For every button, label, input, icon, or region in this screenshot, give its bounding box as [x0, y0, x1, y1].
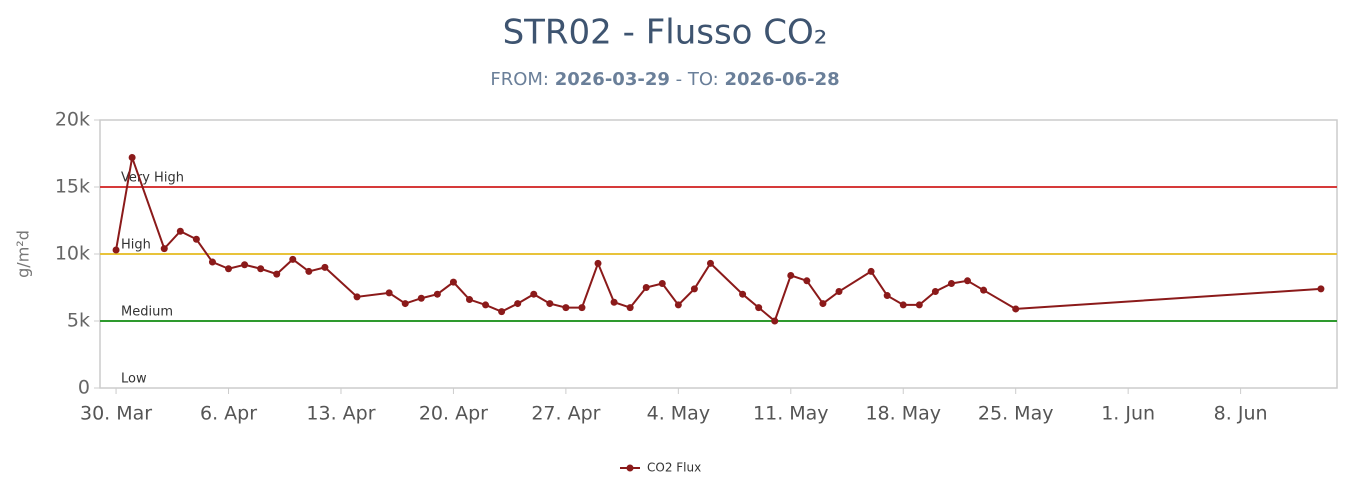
- legend-marker: [626, 464, 634, 472]
- point: [128, 154, 136, 162]
- y-tick-label: 20k: [55, 109, 90, 131]
- point: [353, 293, 361, 301]
- chart-subtitle: FROM: 2026-03-29 - TO: 2026-06-28: [490, 69, 839, 90]
- point: [257, 265, 265, 273]
- chart-title: STR02 - Flusso CO₂: [503, 13, 828, 53]
- point: [658, 279, 666, 287]
- point: [755, 304, 763, 312]
- point: [739, 290, 747, 298]
- point: [803, 277, 811, 285]
- point: [642, 284, 650, 291]
- point: [947, 279, 955, 287]
- x-tick-label: 1. Jun: [1101, 403, 1155, 425]
- point: [241, 261, 249, 269]
- threshold-label: Medium: [121, 305, 173, 320]
- x-tick-label: 27. Apr: [531, 403, 600, 425]
- point: [578, 304, 586, 312]
- point: [305, 267, 313, 275]
- x-tick-label: 18. May: [865, 403, 941, 425]
- point: [112, 246, 120, 254]
- threshold-label: Low: [121, 372, 147, 387]
- x-tick-label: 25. May: [978, 403, 1054, 425]
- point: [514, 300, 522, 308]
- x-tick-label: 13. Apr: [306, 403, 375, 425]
- series-line: [115, 153, 1322, 323]
- point: [433, 290, 441, 298]
- point: [980, 286, 988, 294]
- point: [1012, 305, 1020, 313]
- point: [208, 258, 216, 266]
- point: [1317, 285, 1325, 293]
- point: [690, 285, 698, 293]
- y-tick-label: 0: [78, 377, 90, 399]
- y-axis-title: g/m²d: [14, 230, 33, 278]
- y-tick-label: 5k: [67, 310, 90, 332]
- point: [498, 308, 506, 316]
- point: [931, 288, 939, 296]
- point: [626, 304, 634, 312]
- point: [964, 277, 972, 285]
- point: [883, 292, 891, 300]
- point: [289, 255, 297, 263]
- point: [819, 300, 827, 308]
- point: [706, 259, 714, 267]
- point: [674, 301, 682, 309]
- subtitle-from-label: FROM:: [490, 69, 549, 90]
- y-tick-label: 15k: [55, 176, 90, 198]
- point: [401, 300, 409, 308]
- x-tick-label: 8. Jun: [1214, 403, 1268, 425]
- x-tick-label: 20. Apr: [419, 403, 488, 425]
- point: [225, 265, 233, 273]
- point: [192, 235, 200, 243]
- point: [321, 263, 329, 271]
- point: [546, 300, 554, 308]
- point: [915, 301, 923, 309]
- threshold-label: High: [121, 238, 151, 253]
- x-tick-label: 30. Mar: [80, 403, 152, 425]
- point: [562, 304, 570, 312]
- subtitle-from: 2026-03-29: [555, 69, 670, 90]
- point: [176, 227, 184, 235]
- point: [867, 267, 875, 275]
- subtitle-to: 2026-06-28: [724, 69, 839, 90]
- subtitle-to-label: - TO:: [676, 69, 719, 90]
- point: [610, 298, 618, 306]
- point: [835, 288, 843, 296]
- point: [465, 296, 473, 304]
- point: [417, 294, 425, 302]
- threshold-label: Very High: [121, 171, 184, 186]
- y-tick-label: 10k: [55, 243, 90, 265]
- x-tick-label: 11. May: [753, 403, 829, 425]
- point: [160, 245, 168, 253]
- x-tick-label: 6. Apr: [200, 403, 257, 425]
- point: [273, 270, 281, 278]
- point: [899, 301, 907, 309]
- point: [385, 289, 393, 297]
- point: [449, 278, 457, 286]
- point: [530, 290, 538, 298]
- point: [787, 271, 795, 279]
- point: [482, 301, 490, 309]
- point: [771, 317, 779, 325]
- point: [594, 259, 602, 267]
- x-tick-label: 4. May: [647, 403, 710, 425]
- legend-label: CO2 Flux: [647, 461, 701, 475]
